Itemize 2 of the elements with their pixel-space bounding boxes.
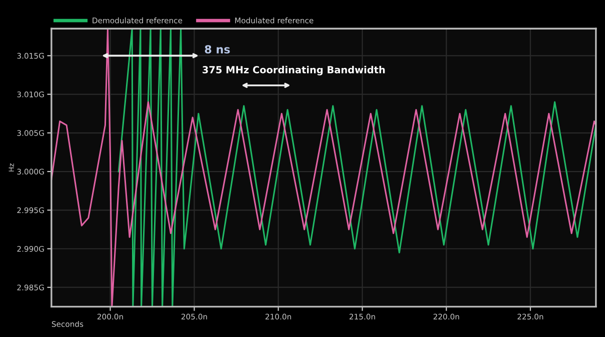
annotation: 375 MHz Coordinating Bandwidth bbox=[202, 66, 385, 76]
annotation: 8 ns bbox=[204, 45, 230, 54]
